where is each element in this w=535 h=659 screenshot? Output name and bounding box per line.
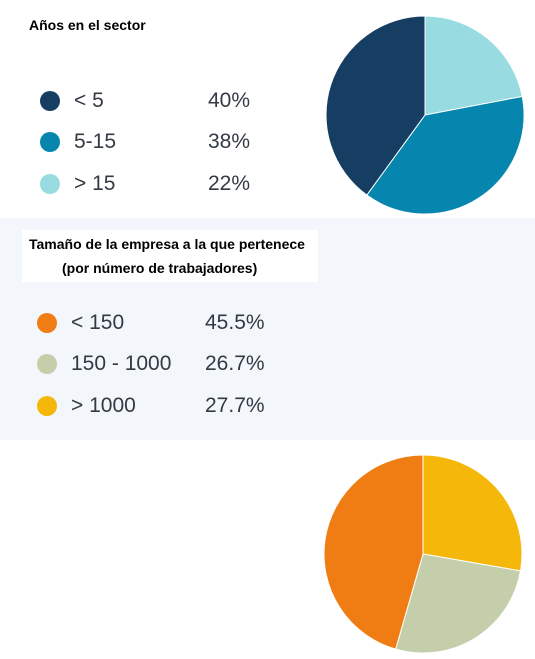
- chart-title-company-size: Tamaño de la empresa a la que pertenece: [29, 236, 305, 252]
- pie-slice-more-15: [424, 15, 523, 116]
- legend-dot-more-15: [40, 174, 60, 194]
- legend-dot-more-1000: [37, 396, 57, 416]
- legend-dot-less-5: [40, 91, 60, 111]
- legend-label-more-15: > 15: [74, 172, 116, 195]
- pie-slice-less-5: [325, 15, 426, 196]
- legend-item-5-15: 5-15 38%: [40, 129, 330, 155]
- title-background: [22, 230, 318, 282]
- legend-label-less-5: < 5: [74, 89, 104, 112]
- pie-slice-more-1000: [422, 454, 523, 572]
- legend-item-more-15: > 15 22%: [40, 171, 330, 197]
- chart-subtitle-company-size: (por número de trabajadores): [62, 260, 258, 276]
- legend-label-5-15: 5-15: [74, 130, 117, 153]
- legend-item-less-150: < 150 45.5%: [37, 310, 327, 336]
- legend-value-less-5: 40%: [208, 89, 251, 112]
- legend-value-5-15: 38%: [208, 130, 251, 153]
- pie-chart-years: [325, 15, 525, 215]
- legend-value-more-1000: 27.7%: [205, 394, 265, 417]
- pie-slice-5-15: [366, 95, 525, 215]
- pie-chart-company-size: [323, 454, 523, 654]
- legend-label-150-1000: 150 - 1000: [71, 352, 172, 375]
- years-in-sector-panel: Años en el sector < 5 40% 5-15 38% > 15 …: [0, 0, 535, 218]
- legend-item-150-1000: 150 - 1000 26.7%: [37, 351, 327, 377]
- legend-label-less-150: < 150: [71, 311, 125, 334]
- legend-item-more-1000: > 1000 27.7%: [37, 393, 327, 419]
- legend-value-150-1000: 26.7%: [205, 352, 265, 375]
- legend-dot-150-1000: [37, 354, 57, 374]
- legend-value-more-15: 22%: [208, 172, 251, 195]
- company-size-panel: Tamaño de la empresa a la que pertenece …: [0, 218, 535, 654]
- legend-value-less-150: 45.5%: [205, 311, 265, 334]
- legend-dot-5-15: [40, 132, 60, 152]
- legend-dot-less-150: [37, 313, 57, 333]
- chart-title-years: Años en el sector: [29, 17, 146, 33]
- legend-item-less-5: < 5 40%: [40, 88, 330, 114]
- legend-label-more-1000: > 1000: [71, 394, 136, 417]
